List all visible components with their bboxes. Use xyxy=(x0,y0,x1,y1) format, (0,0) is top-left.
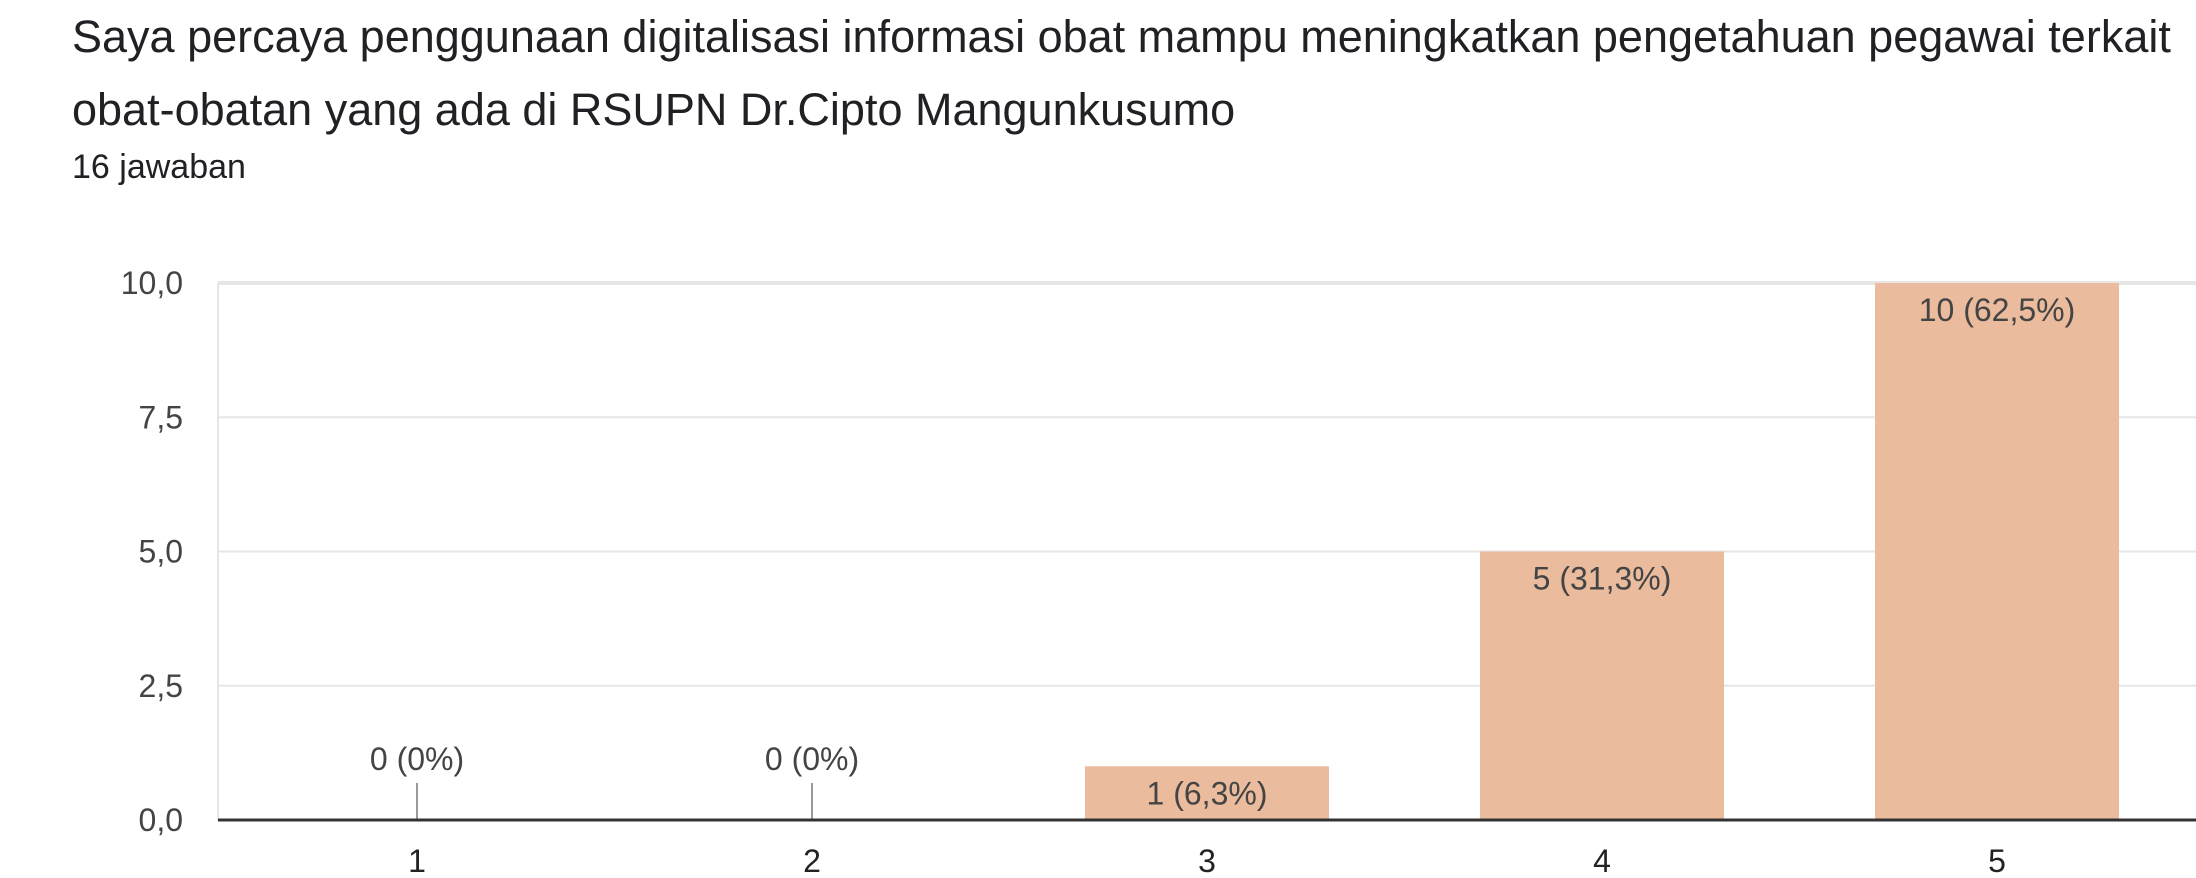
x-category-label: 5 xyxy=(1988,843,2006,878)
bar xyxy=(1875,283,2119,820)
y-tick-label: 10,0 xyxy=(121,265,183,301)
x-category-label: 3 xyxy=(1198,843,1216,878)
bar-data-label: 1 (6,3%) xyxy=(1147,775,1268,811)
y-tick-label: 7,5 xyxy=(139,399,183,435)
bars xyxy=(416,283,2119,820)
y-tick-label: 0,0 xyxy=(139,802,183,838)
gridlines xyxy=(217,281,2196,820)
bar-data-label: 5 (31,3%) xyxy=(1533,561,1672,597)
x-category-label: 4 xyxy=(1593,843,1611,878)
x-category-label: 2 xyxy=(803,843,821,878)
response-count: 16 jawaban xyxy=(72,148,246,186)
bar-data-label: 0 (0%) xyxy=(765,741,859,777)
y-axis-ticks: 0,0 2,5 5,0 7,5 10,0 xyxy=(121,265,183,838)
data-labels: 0 (0%) 0 (0%) 1 (6,3%) 5 (31,3%) 10 (62,5%) xyxy=(370,292,2075,811)
y-tick-label: 5,0 xyxy=(139,534,183,570)
y-tick-label: 2,5 xyxy=(139,668,183,704)
question-title: Saya percaya penggunaan digitalisasi inf… xyxy=(72,11,2171,135)
bar-data-label: 10 (62,5%) xyxy=(1919,292,2076,328)
x-category-label: 1 xyxy=(408,843,426,878)
bar-data-label: 0 (0%) xyxy=(370,741,464,777)
x-axis-categories: 1 2 3 4 5 xyxy=(408,843,2006,878)
bar xyxy=(1085,766,1329,820)
bar xyxy=(1480,551,1724,820)
